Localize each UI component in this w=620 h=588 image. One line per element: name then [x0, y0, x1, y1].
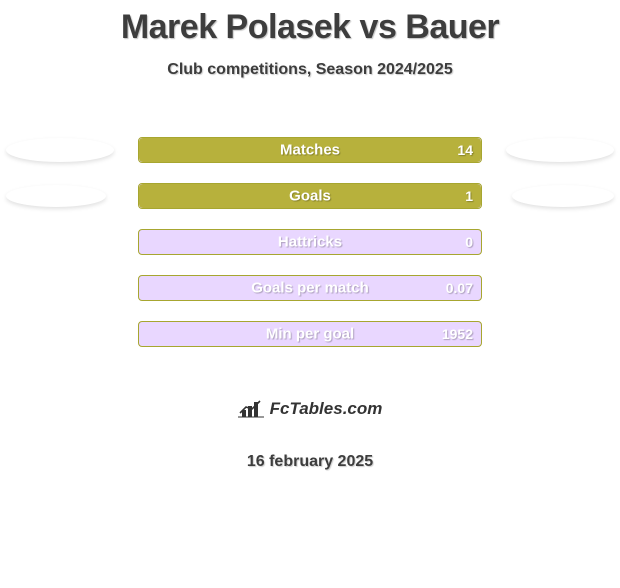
stat-row: Min per goal 1952 [0, 311, 620, 357]
stat-bar: Goals 1 [138, 183, 482, 209]
ellipse-left [6, 185, 106, 207]
stat-bar: Hattricks 0 [138, 229, 482, 255]
brand-box: FcTables.com [202, 387, 418, 431]
stat-bar: Matches 14 [138, 137, 482, 163]
stats-rows: Matches 14 Goals 1 Hattricks 0 Goals per match… [0, 127, 620, 357]
stat-value: 1952 [442, 326, 473, 342]
ellipse-right [512, 185, 614, 207]
stat-label: Goals [289, 188, 331, 205]
stat-value: 1 [465, 188, 473, 204]
page-title: Marek Polasek vs Bauer [0, 8, 620, 47]
stat-label: Hattricks [278, 234, 342, 251]
stat-value: 14 [457, 142, 473, 158]
stat-row: Matches 14 [0, 127, 620, 173]
stat-bar: Min per goal 1952 [138, 321, 482, 347]
date-text: 16 february 2025 [0, 453, 620, 471]
stat-bar: Goals per match 0.07 [138, 275, 482, 301]
stat-row: Goals per match 0.07 [0, 265, 620, 311]
page-subtitle: Club competitions, Season 2024/2025 [0, 61, 620, 79]
stat-label: Matches [280, 142, 340, 159]
stat-value: 0 [465, 234, 473, 250]
ellipse-left [6, 138, 114, 162]
stat-label: Min per goal [266, 326, 354, 343]
stat-label: Goals per match [251, 280, 369, 297]
stat-row: Hattricks 0 [0, 219, 620, 265]
brand-text: FcTables.com [270, 399, 383, 419]
brand-chart-icon [238, 399, 264, 419]
stat-row: Goals 1 [0, 173, 620, 219]
ellipse-right [506, 138, 614, 162]
stat-value: 0.07 [446, 280, 473, 296]
